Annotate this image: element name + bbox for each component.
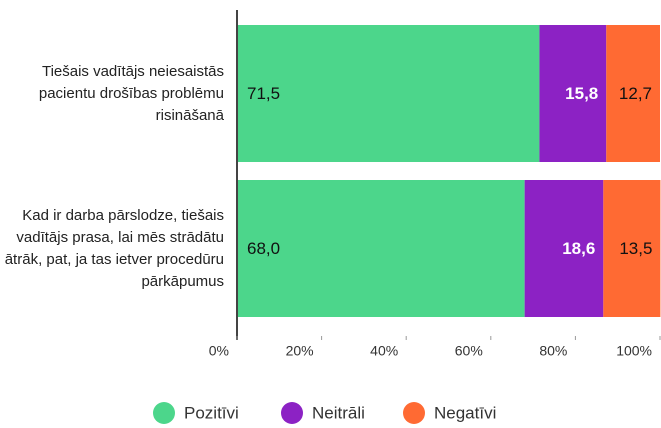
x-tick-label: 40%	[370, 343, 398, 359]
legend-label: Neitrāli	[312, 403, 365, 422]
data-label: 15,8	[565, 84, 598, 103]
legend-marker	[403, 402, 425, 424]
legend-marker	[281, 402, 303, 424]
legend-label: Negatīvi	[434, 403, 496, 422]
data-label: 71,5	[247, 84, 280, 103]
bar-segment	[606, 25, 660, 162]
x-tick-label: 20%	[286, 343, 314, 359]
x-tick-label: 0%	[209, 343, 229, 359]
bar-segment	[237, 180, 525, 317]
x-tick-label: 60%	[455, 343, 483, 359]
bar-segment	[539, 25, 607, 162]
data-label: 13,5	[619, 239, 652, 258]
category-label: Tiešais vadītājs neiesaistās pacientu dr…	[38, 62, 224, 124]
bar-segment	[524, 180, 604, 317]
legend-marker	[153, 402, 175, 424]
legend-label: Pozitīvi	[184, 403, 239, 422]
data-label: 68,0	[247, 239, 280, 258]
data-label: 12,7	[619, 84, 652, 103]
x-tick-label: 100%	[616, 343, 652, 359]
x-tick-label: 80%	[539, 343, 567, 359]
bar-segment	[603, 180, 661, 317]
category-label: Kad ir darba pārslodze, tiešais vadītājs…	[4, 206, 224, 290]
bar-segment	[237, 25, 540, 162]
data-label: 18,6	[562, 239, 595, 258]
